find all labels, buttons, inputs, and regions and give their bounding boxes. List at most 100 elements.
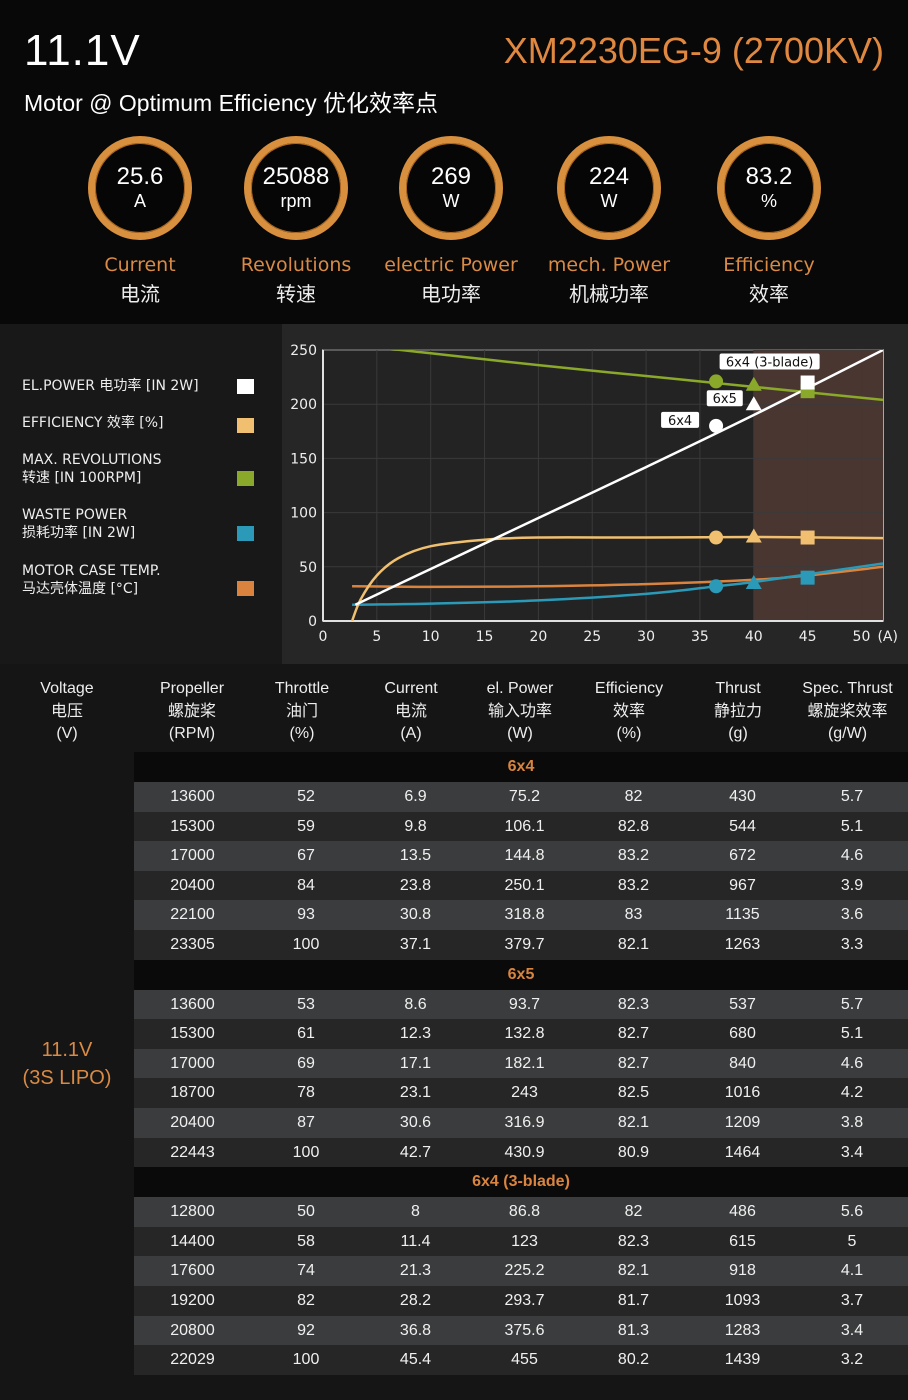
x-tick-label: 40 [745,629,763,645]
gauge-value: 224 [588,163,630,190]
table-cell: 22100 [170,906,215,924]
table-cell: 144.8 [504,847,545,865]
col-header-throttle: Throttle 油门 (%) [274,680,330,742]
table-cell: 17000 [170,1054,215,1072]
table-cell: 840 [729,1054,756,1072]
table-cell: 615 [729,1232,756,1250]
legend-swatch-case-temp [237,581,254,596]
table-cell: 84 [297,876,315,894]
table-cell: 8 [411,1203,420,1221]
table-cell: 80.2 [617,1351,650,1369]
table-cell: 5.1 [840,817,864,835]
table-row: 22443 100 42.7 430.9 80.9 1464 3.4 [134,1137,908,1168]
y-tick-label: 200 [290,397,317,413]
gauge-value: 25088 [262,163,330,190]
x-unit-label: (A) [877,629,898,645]
table-cell: 83 [624,906,643,924]
gauge-revolutions: 25088 rpm Revolutions 转速 [216,136,376,307]
gauge-efficiency: 83.2 % Efficiency 效率 [689,136,849,307]
table-row: 19200 82 28.2 293.7 81.7 1093 3.7 [134,1285,908,1316]
table-cell: 37.1 [399,935,432,953]
table-cell: 316.9 [504,1113,545,1131]
gauge-unit: % [760,191,777,211]
y-tick-label: 0 [308,614,317,630]
table-row: 20800 92 36.8 375.6 81.3 1283 3.4 [134,1315,908,1346]
table-cell: 106.1 [504,817,545,835]
table-cell: 3.7 [840,1291,864,1309]
table-cell: 82 [624,1203,643,1221]
gauge-label-cn: 电流 [120,282,160,306]
table-cell: 17600 [170,1262,215,1280]
y-tick-label: 100 [290,506,317,522]
table-cell: 455 [511,1351,538,1369]
table-cell: 36.8 [399,1321,432,1339]
gauge-ring: 83.2 % [717,136,821,240]
table-cell: 5.7 [840,788,864,805]
table-cell: 3.6 [840,906,864,924]
table-cell: 100 [292,935,320,953]
legend-efficiency: EFFICIENCY 效率 [%] [22,414,164,432]
table-cell: 28.2 [399,1291,432,1309]
gauge-ring: 25088 rpm [244,136,348,240]
table-cell: 680 [729,1025,756,1043]
table-cell: 93.7 [508,995,541,1013]
table-cell: 82.5 [617,1084,650,1102]
table-cell: 82.3 [617,995,650,1013]
gauge-value: 83.2 [745,163,793,190]
table-cell: 50 [297,1203,315,1221]
table-row: 17000 69 17.1 182.1 82.7 840 4.6 [134,1048,908,1079]
gauge-label: mech. Power [547,254,671,276]
gauge-unit: A [133,191,146,211]
table-cell: 1016 [724,1084,761,1102]
table-cell: 544 [729,817,756,835]
table-cell: 23305 [170,935,215,953]
x-tick-label: 0 [319,629,328,645]
group-header: 6x4 [134,752,908,782]
marker-square-waste-power [800,570,815,585]
table-cell: 3.4 [840,1321,864,1339]
table-row: 15300 61 12.3 132.8 82.7 680 5.1 [134,1019,908,1049]
table-cell: 15300 [170,1025,215,1043]
subtitle: Motor @ Optimum Efficiency 优化效率点 [24,90,438,116]
legend-label: WASTE POWER [22,507,128,523]
table-row: 17600 74 21.3 225.2 82.1 918 4.1 [134,1256,908,1286]
table-cell: 132.8 [504,1025,545,1043]
legend-el-power: EL.POWER 电功率 [IN 2W] [22,377,199,395]
table-row: 22029 100 45.4 455 80.2 1439 3.2 [134,1345,908,1375]
x-tick-label: 20 [529,629,547,645]
table-cell: 20400 [170,1113,215,1131]
col-header-current: Current 电流 (A) [384,680,438,742]
table-cell: 1209 [724,1113,761,1131]
marker-label: 6x4 (3-blade) [726,356,814,371]
table-cell: 81.3 [617,1321,650,1339]
table-cell: 1283 [724,1321,761,1339]
table-cell: 430.9 [504,1143,545,1161]
marker-circle-waste-power [709,579,724,594]
table-row: 22100 93 30.8 318.8 83 1135 3.6 [134,900,908,930]
table-cell: 3.3 [840,935,864,953]
table-cell: 82 [297,1291,315,1309]
legend-label: EL.POWER 电功率 [IN 2W] [22,378,199,394]
marker-triangle-revolutions [745,376,762,391]
table-cell: 78 [297,1084,315,1102]
table-cell: 5.6 [840,1203,864,1221]
table-cell: 75.2 [508,788,541,805]
gauge-label: Efficiency [723,254,815,276]
gauge-ring: 25.6 A [88,136,192,240]
table-cell: 250.1 [504,876,545,894]
table-cell: 82.7 [617,1025,650,1043]
table-cell: 3.8 [840,1113,864,1131]
table-cell: 5 [847,1232,857,1250]
table-cell: 318.8 [504,906,545,924]
table-cell: 14400 [170,1232,215,1250]
gauge-label-cn: 机械功率 [569,282,649,306]
gauge-label-cn: 效率 [749,282,789,306]
table-cell: 4.6 [840,847,864,865]
table-cell: 81.7 [617,1291,650,1309]
legend-label-cn: 转速 [IN 100RPM] [22,470,142,486]
x-tick-label: 45 [799,629,817,645]
legend-label-cn: 马达壳体温度 [°C] [22,581,139,597]
legend-label-cn: 损耗功率 [IN 2W] [22,525,136,541]
table-cell: 1439 [724,1351,761,1369]
group-header: 6x5 [134,959,908,990]
